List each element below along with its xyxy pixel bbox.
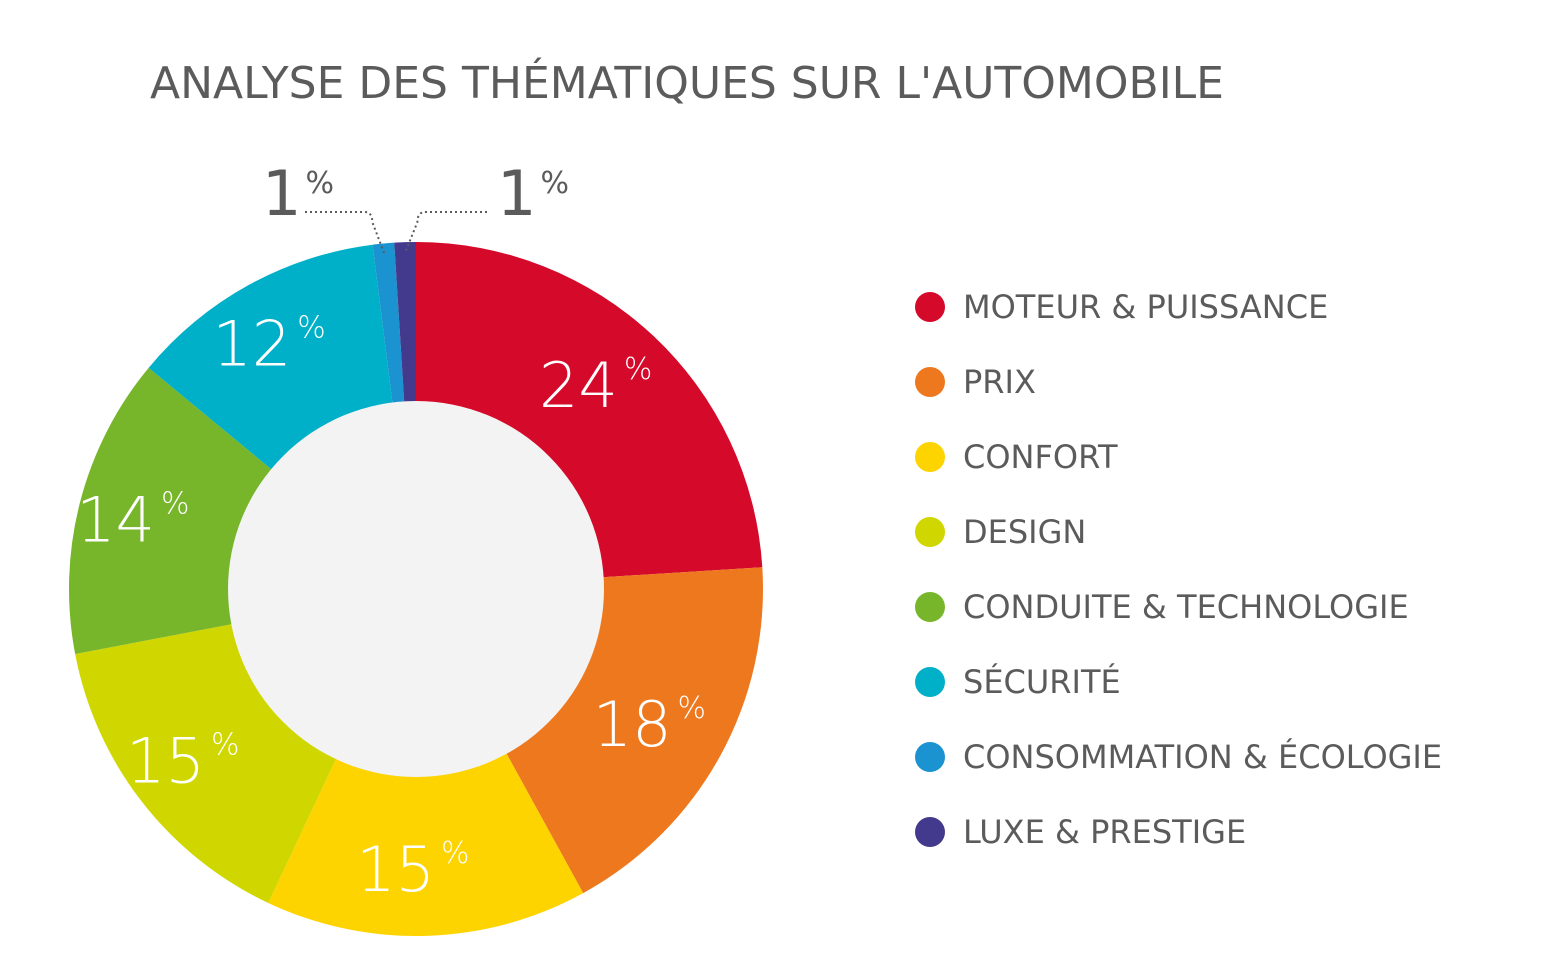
legend-item-luxe-prestige: LUXE & PRESTIGE: [915, 813, 1442, 888]
legend-swatch: [915, 742, 945, 772]
legend-swatch: [915, 367, 945, 397]
legend-swatch: [915, 592, 945, 622]
slice-label-design: 15%: [126, 725, 239, 798]
legend-label: LUXE & PRESTIGE: [963, 813, 1247, 851]
legend-swatch: [915, 667, 945, 697]
legend-swatch: [915, 517, 945, 547]
legend-swatch: [915, 817, 945, 847]
legend-item-confort: CONFORT: [915, 438, 1442, 513]
legend-label: MOTEUR & PUISSANCE: [963, 288, 1329, 326]
legend-swatch: [915, 442, 945, 472]
slice-label-moteur-puissance: 24%: [539, 349, 652, 422]
legend-item-prix: PRIX: [915, 363, 1442, 438]
legend-item-design: DESIGN: [915, 513, 1442, 588]
legend-label: CONFORT: [963, 438, 1118, 476]
slice-label-consommation-ecologie: 1%: [262, 157, 334, 230]
leader-line-luxe-prestige: [404, 211, 487, 253]
legend-item-securite: SÉCURITÉ: [915, 663, 1442, 738]
legend-swatch: [915, 292, 945, 322]
chart-legend: MOTEUR & PUISSANCE PRIX CONFORT DESIGN CONDU…: [915, 288, 1442, 888]
slice-label-securite: 12%: [212, 308, 325, 381]
legend-label: DESIGN: [963, 513, 1087, 551]
chart-title: ANALYSE DES THÉMATIQUES SUR L'AUTOMOBILE: [150, 58, 1224, 109]
slice-label-conduite-technologie: 14%: [76, 483, 189, 556]
slice-label-confort: 15%: [356, 833, 469, 906]
slice-label-prix: 18%: [593, 688, 706, 761]
legend-label: SÉCURITÉ: [963, 663, 1121, 701]
legend-label: CONDUITE & TECHNOLOGIE: [963, 588, 1409, 626]
legend-label: CONSOMMATION & ÉCOLOGIE: [963, 738, 1443, 776]
slice-label-luxe-prestige: 1%: [497, 157, 569, 230]
legend-item-conduite-technologie: CONDUITE & TECHNOLOGIE: [915, 588, 1442, 663]
legend-item-moteur-puissance: MOTEUR & PUISSANCE: [915, 288, 1442, 363]
legend-item-consommation-ecologie: CONSOMMATION & ÉCOLOGIE: [915, 738, 1442, 813]
legend-label: PRIX: [963, 363, 1036, 401]
donut-center: [228, 401, 604, 777]
leader-line-consommation-ecologie: [305, 211, 386, 254]
